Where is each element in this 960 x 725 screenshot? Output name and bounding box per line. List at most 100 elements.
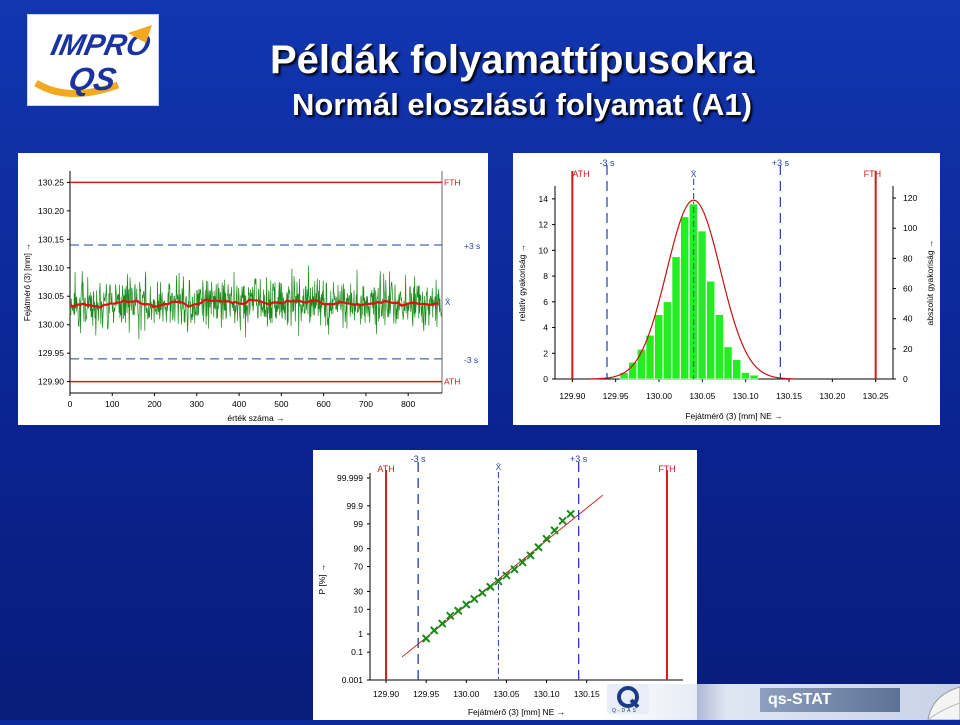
- data-point: [429, 626, 439, 635]
- x-tick-label: 130.00: [646, 391, 672, 401]
- y2-tick-label: 20: [903, 344, 913, 354]
- histogram-bar: [723, 346, 733, 380]
- data-point: [558, 516, 567, 526]
- y-tick-label: 30: [354, 586, 364, 596]
- histogram-bar: [645, 334, 655, 380]
- histogram-bar: [741, 372, 750, 380]
- data-point: [421, 634, 431, 643]
- value-chart: 129.90 129.95 130.00 130.05 130.10 130.15 130.…: [23, 171, 480, 423]
- histogram-bar: [749, 374, 759, 380]
- histogram-bar: [637, 349, 646, 380]
- sigma-label-minus3s: -3 s: [411, 454, 427, 464]
- y-tick-label: 8: [543, 271, 548, 281]
- x-tick-label: 200: [147, 399, 161, 409]
- limit-label-fth: FTH: [658, 464, 676, 474]
- y-tick-label: 4: [543, 323, 548, 333]
- mean-label: X̄: [496, 463, 502, 472]
- qdas-logo: [607, 684, 649, 714]
- y-tick-label: 0: [543, 374, 548, 384]
- x-tick-label: 400: [232, 399, 246, 409]
- x-tick-label: 130.25: [863, 391, 889, 401]
- y-tick-label: 99.999: [337, 473, 363, 483]
- x-axis-label: Fejátmérő (3) [mm] NE →: [468, 707, 565, 717]
- sigma-label-plus3s: +3 s: [772, 158, 790, 168]
- y2-tick-label: 100: [903, 223, 917, 233]
- y-tick-label: 2: [543, 348, 548, 358]
- y-tick-label: 70: [354, 562, 364, 572]
- limit-label-fth: FTH: [444, 177, 461, 187]
- y2-tick-label: 120: [903, 193, 917, 203]
- y-tick-label: 130.25: [38, 177, 64, 187]
- data-point: [478, 588, 487, 598]
- y-tick-label: 0.1: [351, 647, 363, 657]
- sigma-label-plus3s: +3 s: [464, 241, 480, 251]
- histogram-bar: [671, 256, 681, 380]
- limit-label-fth: FTH: [864, 169, 882, 179]
- y2-tick-label: 80: [903, 253, 913, 263]
- y-tick-label: 6: [543, 297, 548, 307]
- x-tick-label: 129.90: [559, 391, 585, 401]
- x-tick-label: 500: [274, 399, 288, 409]
- x-tick-label: 130.10: [534, 689, 560, 699]
- y-tick-label: 99: [354, 519, 364, 529]
- sigma-label-minus3s: -3 s: [464, 355, 478, 365]
- x-axis-label: Fejátmérő (3) [mm] NE →: [685, 411, 782, 421]
- histogram-bar: [715, 314, 724, 380]
- impro-qs-logo: IMPRO QS: [27, 14, 159, 106]
- data-point: [502, 571, 511, 580]
- y2-tick-label: 40: [903, 314, 913, 324]
- y2-tick-label: 60: [903, 284, 913, 294]
- qdas-q-icon: [607, 684, 649, 714]
- x-tick-label: 130.20: [819, 391, 845, 401]
- x-tick-label: 130.05: [689, 391, 715, 401]
- histogram-panel: 0 2 4 6 8 10 12 14 0 20 40 60 80 100 120 129.90 129.95 13…: [513, 153, 940, 425]
- x-tick-label: 129.95: [413, 689, 439, 699]
- histogram-bar: [663, 301, 672, 380]
- y-tick-label: 10: [539, 245, 549, 255]
- page-subtitle: Normál eloszlású folyamat (A1): [292, 87, 752, 122]
- probability-plot: 0.001 0.1 1 10 30 70 90 99 99.9 99.999 129.90 129.9…: [317, 454, 683, 717]
- histogram-chart: 0 2 4 6 8 10 12 14 0 20 40 60 80 100 120 129.90 129.95 13…: [517, 158, 935, 421]
- x-tick-label: 129.95: [603, 391, 629, 401]
- y-tick-label: 130.10: [38, 263, 64, 273]
- y-tick-label: 14: [539, 194, 549, 204]
- moving-average-line: [69, 298, 439, 309]
- histogram-bar: [680, 216, 690, 380]
- page-title: Példák folyamattípusokra: [270, 38, 755, 82]
- x-tick-label: 130.15: [574, 689, 600, 699]
- y-tick-label: 90: [354, 544, 364, 554]
- data-point: [510, 565, 519, 574]
- x-tick-label: 130.15: [776, 391, 802, 401]
- limit-label-ath: ATH: [572, 169, 589, 179]
- value-chart-panel: 129.90 129.95 130.00 130.05 130.10 130.15 130.…: [18, 153, 488, 425]
- data-point: [470, 594, 479, 604]
- limit-label-ath: ATH: [444, 377, 460, 387]
- data-point: [542, 534, 551, 544]
- y2-tick-label: 0: [903, 374, 908, 384]
- x-tick-label: 130.00: [453, 689, 479, 699]
- logo-icon: IMPRO QS: [28, 15, 158, 105]
- x-tick-label: 800: [401, 399, 415, 409]
- normal-fit-curve: [589, 199, 796, 380]
- data-point: [534, 543, 543, 552]
- mean-label: X̄: [445, 298, 451, 307]
- probability-plot-panel: 0.001 0.1 1 10 30 70 90 99 99.9 99.999 129.90 129.9…: [313, 450, 697, 720]
- x-tick-label: 100: [105, 399, 119, 409]
- data-point: [566, 509, 575, 519]
- histogram-bar: [706, 280, 716, 380]
- y-tick-label: 130.05: [38, 291, 64, 301]
- histogram-bar: [628, 361, 638, 380]
- x-tick-label: 700: [359, 399, 373, 409]
- y-tick-label: 129.90: [38, 377, 64, 387]
- x-tick-label: 300: [190, 399, 204, 409]
- y-tick-label: 0.001: [342, 675, 364, 685]
- svg-text:QS: QS: [66, 61, 120, 97]
- y-tick-label: 130.20: [38, 206, 64, 216]
- data-point: [526, 551, 535, 560]
- sigma-label-plus3s: +3 s: [570, 454, 588, 464]
- y-tick-label: 129.95: [38, 348, 64, 358]
- footer-brand: Q-DAS: [612, 708, 638, 714]
- footer-product: qs-STAT: [760, 688, 900, 712]
- data-point: [494, 577, 503, 586]
- y-axis-label: relatív gyakoriság →: [517, 244, 527, 321]
